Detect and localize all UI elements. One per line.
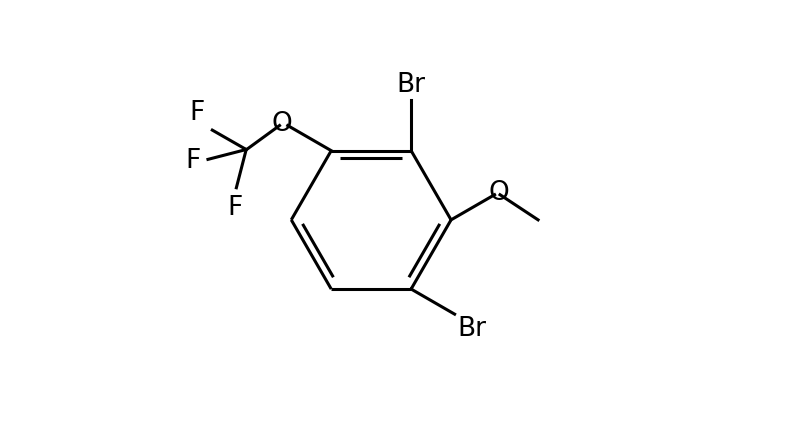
Text: Br: Br [457, 316, 486, 342]
Text: O: O [489, 180, 510, 206]
Text: F: F [228, 195, 243, 221]
Text: F: F [190, 101, 205, 127]
Text: O: O [272, 111, 292, 137]
Text: Br: Br [396, 72, 426, 98]
Text: F: F [185, 148, 201, 174]
